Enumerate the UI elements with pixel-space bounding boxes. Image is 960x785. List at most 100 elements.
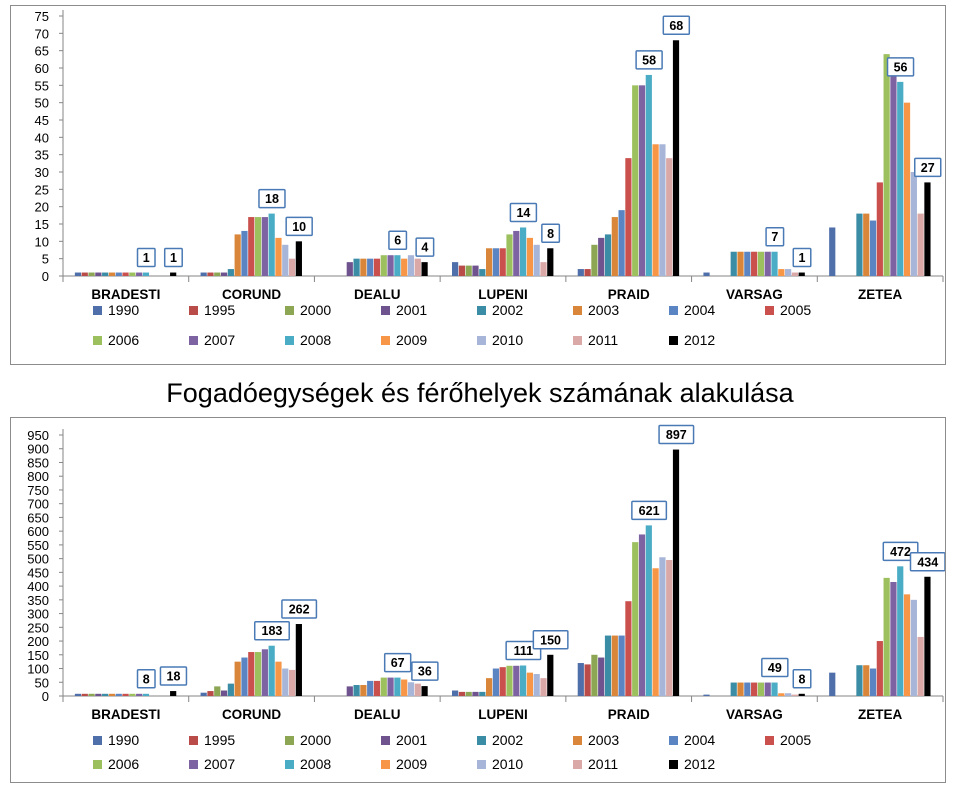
legend-swatch-2004 (669, 736, 678, 745)
bar-2001-dealu (346, 262, 353, 276)
bar-2004-lupeni (492, 248, 499, 276)
data-callout-label: 621 (639, 504, 660, 518)
y-tick-label: 30 (35, 165, 49, 180)
data-callout-box (631, 500, 668, 521)
bar-2000-lupeni (465, 265, 472, 276)
bar-2012-dealu (421, 686, 428, 696)
bar-2007-lupeni (513, 230, 520, 276)
chart-panel-units: 0 5 10 15 20 25 30 35 40 45 50 55 60 65 70 75 BRADESTI CO… (10, 5, 946, 365)
bar-2008-praid (645, 525, 652, 696)
legend-swatch-2003 (573, 306, 582, 315)
bar-2008-dealu (394, 255, 401, 276)
bar-2001-dealu (346, 686, 353, 696)
data-callout-label: 49 (768, 661, 782, 675)
legend-label-2002: 2002 (492, 732, 523, 748)
bar-1995-corund (207, 691, 214, 696)
data-callout-label: 18 (167, 670, 181, 684)
y-tick-label: 55 (35, 78, 49, 93)
bar-2005-bradesti (122, 693, 129, 696)
bar-2000-praid (591, 244, 598, 276)
legend-label-2001: 2001 (396, 302, 427, 318)
data-callout-label: 150 (540, 633, 561, 647)
bar-2007-varsag (764, 682, 771, 696)
legend-swatch-2010 (477, 760, 486, 769)
bar-2010-praid (659, 557, 666, 696)
chart-caption: Fogadóegységek és férőhelyek számának al… (166, 378, 794, 408)
data-callout-box (415, 237, 435, 257)
legend-label-2006: 2006 (108, 332, 139, 348)
y-tick-label: 65 (35, 44, 49, 59)
bar-2002-zetea (856, 213, 863, 276)
x-category-label: LUPENI (478, 287, 528, 302)
bar-2009-corund (275, 661, 282, 696)
bar-2001-praid (598, 237, 605, 276)
bar-2004-praid (618, 635, 625, 696)
bar-2008-dealu (394, 677, 401, 696)
y-tick-label: 550 (27, 538, 49, 553)
bar-2006-praid (632, 85, 639, 276)
legend-label-2007: 2007 (204, 756, 235, 772)
bar-2010-varsag (785, 693, 792, 696)
legend-label-2003: 2003 (588, 732, 619, 748)
bar-2010-dealu (407, 682, 415, 696)
data-callout-box (913, 157, 942, 178)
bar-2004-varsag (744, 251, 751, 276)
data-callout-label: 6 (394, 234, 401, 248)
y-tick-label: 400 (27, 579, 49, 594)
legend-label-2012: 2012 (684, 756, 715, 772)
data-callout-box (662, 15, 691, 36)
bar-2000-bradesti (88, 693, 95, 696)
y-tick-label: 600 (27, 524, 49, 539)
legend-swatch-2010 (477, 336, 486, 345)
bar-2007-praid (638, 534, 646, 696)
legend-label-1990: 1990 (108, 302, 139, 318)
bar-2003-lupeni (486, 248, 493, 276)
bar-2012-lupeni (547, 654, 554, 696)
bar-2005-lupeni (499, 248, 506, 276)
bar-2004-dealu (367, 680, 374, 696)
legend-swatch-2008 (285, 336, 294, 345)
y-tick-label: 350 (27, 593, 49, 608)
legend-swatch-2009 (381, 760, 390, 769)
data-callout-box (541, 223, 561, 244)
bar-2009-lupeni (526, 237, 533, 276)
x-category-label: DEALU (354, 707, 401, 722)
legend-swatch-1990 (93, 306, 102, 315)
bar-2002-praid (604, 635, 612, 696)
bar-2003-lupeni (486, 678, 493, 696)
bar-1990-varsag (703, 694, 710, 696)
bar-2003-praid (611, 217, 618, 276)
bar-2008-corund (268, 213, 275, 276)
data-callout-box (411, 661, 439, 681)
y-tick-label: 5 (42, 252, 49, 267)
bar-1995-bradesti (81, 693, 88, 696)
bar-2007-corund (261, 649, 268, 696)
bar-2008-varsag (771, 251, 778, 276)
bar-2008-zetea (897, 81, 904, 276)
bar-2012-praid (672, 40, 680, 277)
y-tick-label: 750 (27, 483, 49, 498)
bar-2006-corund (254, 217, 262, 276)
bar-2009-dealu (401, 258, 408, 276)
bar-1995-lupeni (458, 265, 465, 276)
bar-2008-praid (645, 74, 652, 276)
bar-2003-corund (234, 234, 241, 276)
bar-2003-varsag (737, 251, 744, 276)
data-callout-label: 14 (516, 206, 530, 220)
bar-2011-varsag (791, 694, 799, 696)
legend-swatch-2012 (669, 336, 678, 345)
bar-2005-dealu (373, 258, 381, 276)
legend-label-2002: 2002 (492, 302, 523, 318)
data-callout-label: 56 (894, 60, 908, 74)
y-tick-label: 0 (42, 269, 49, 284)
legend-swatch-2011 (573, 336, 582, 345)
y-tick-label: 20 (35, 200, 49, 215)
y-tick-label: 25 (35, 182, 49, 197)
bar-2009-zetea (903, 594, 911, 696)
data-callout-box (383, 652, 412, 673)
data-callout-label: 36 (418, 665, 432, 679)
y-tick-label: 500 (27, 552, 49, 567)
data-callout-box (635, 50, 663, 70)
legend-swatch-1995 (189, 306, 198, 315)
bar-2002-dealu (353, 685, 360, 696)
